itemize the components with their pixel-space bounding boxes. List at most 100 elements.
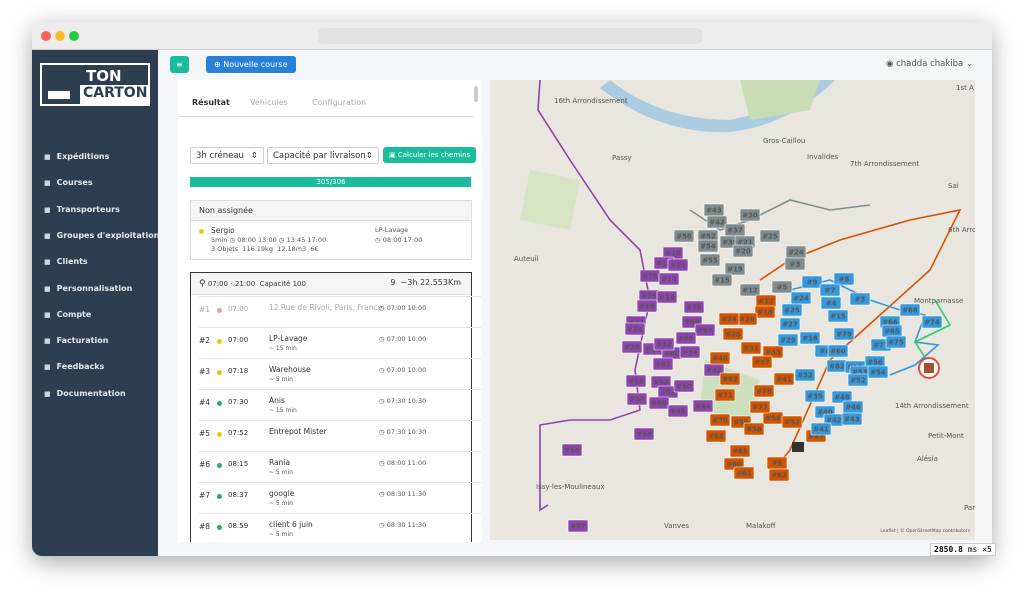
new-course-button[interactable]: ⊕ Nouvelle course xyxy=(206,56,296,73)
map-marker[interactable]: #15 xyxy=(712,274,732,286)
map-marker[interactable]: #17 xyxy=(756,295,776,307)
map-marker[interactable]: #75 xyxy=(886,336,906,348)
menu-item[interactable]: Clients xyxy=(44,257,88,266)
map-marker[interactable]: #67 xyxy=(695,324,715,336)
stop-row[interactable]: #307:18Warehouse~ 5 min07:00 10:00 xyxy=(199,358,481,389)
logo[interactable]: TON CARTON xyxy=(40,63,150,106)
map-marker[interactable]: #32 xyxy=(795,369,815,381)
map-marker[interactable]: #55 xyxy=(626,375,646,387)
map-marker[interactable]: #3 xyxy=(850,293,870,305)
map-marker[interactable]: #37 xyxy=(752,356,772,368)
map-marker[interactable]: #52 xyxy=(848,374,868,386)
map-marker[interactable]: #52 xyxy=(782,416,802,428)
map[interactable]: 1st A16th ArrondissementGros-CaillouPass… xyxy=(490,80,975,540)
map-marker[interactable]: #9 xyxy=(802,276,822,288)
user-menu[interactable]: ◉ chadda chakiba ⌄ xyxy=(886,59,973,69)
map-marker[interactable]: #18 xyxy=(800,332,820,344)
map-marker[interactable]: #70 xyxy=(710,414,730,426)
stop-row[interactable]: #608:15Rania~ 5 min08:00 11:00 xyxy=(199,451,481,482)
map-marker[interactable]: #40 xyxy=(710,352,730,364)
map-marker[interactable]: #24 xyxy=(625,323,645,335)
zoom[interactable] xyxy=(69,31,79,41)
map-marker[interactable]: #12 xyxy=(740,284,760,296)
map-marker[interactable]: #78 xyxy=(754,385,774,397)
map-marker[interactable]: #16 xyxy=(637,300,657,312)
menu-item[interactable]: Expéditions xyxy=(44,152,109,161)
menu-item[interactable]: Groupes d'exploitation xyxy=(44,231,159,240)
map-marker[interactable]: #5 xyxy=(772,281,792,293)
map-marker[interactable]: #68 xyxy=(900,304,920,316)
stop-row[interactable]: #808:59client 6 juin~ 5 min08:30 11:30 xyxy=(199,513,481,542)
map-marker[interactable]: #65 xyxy=(676,332,696,344)
menu-item[interactable]: Courses xyxy=(44,178,93,187)
compute-button[interactable]: ▣ Calculer les chemins xyxy=(383,147,476,163)
capacity-select[interactable]: Capacité par livraison⇕ xyxy=(267,147,379,164)
menu-toggle[interactable]: ≡ xyxy=(170,56,189,73)
map-marker[interactable]: #34 xyxy=(680,346,700,358)
map-marker[interactable]: #57 xyxy=(568,520,588,532)
map-marker[interactable]: #62 xyxy=(769,469,789,481)
menu-item[interactable]: Personnalisation xyxy=(44,284,132,293)
tab[interactable]: Configuration xyxy=(312,98,366,107)
tab[interactable]: Véhicules xyxy=(250,98,288,107)
stop-row[interactable]: #107:0012 Rue de Rivoli, Paris, France07… xyxy=(199,296,481,327)
map-marker[interactable]: #25 xyxy=(723,328,743,340)
map-marker[interactable]: #4 xyxy=(821,297,841,309)
map-marker[interactable]: #77 xyxy=(750,401,770,413)
stop-row[interactable]: #407:30Anis~ 15 min07:30 10:30 xyxy=(199,389,481,420)
map-marker[interactable]: #61 xyxy=(653,358,673,370)
map-marker[interactable]: #60 xyxy=(828,345,848,357)
map-marker[interactable]: #58 xyxy=(674,230,694,242)
minimize[interactable] xyxy=(55,31,65,41)
map-marker[interactable]: #18 xyxy=(755,306,775,318)
map-marker[interactable]: #27 xyxy=(780,318,800,330)
stop-row[interactable]: #207:00LP-Lavage~ 15 min07:00 10:00 xyxy=(199,327,481,358)
map-marker[interactable]: #44 xyxy=(693,400,713,412)
map-marker[interactable]: #56 xyxy=(562,444,582,456)
map-marker[interactable]: #50 xyxy=(674,380,694,392)
map-marker[interactable]: #41 xyxy=(811,423,831,435)
map-marker[interactable]: #31 xyxy=(741,342,761,354)
map-marker[interactable]: #61 xyxy=(734,467,754,479)
map-marker[interactable]: #45 xyxy=(668,405,688,417)
map-marker[interactable]: #7 xyxy=(820,284,840,296)
menu-item[interactable]: Documentation xyxy=(44,389,126,398)
tab[interactable]: Résultat xyxy=(192,98,230,107)
map-marker[interactable]: #25 xyxy=(782,304,802,316)
map-marker[interactable]: #68 xyxy=(706,430,726,442)
map-marker[interactable]: #20 xyxy=(737,313,757,325)
map-marker[interactable]: #43 xyxy=(842,413,862,425)
slot-select[interactable]: 3h créneau⇕ xyxy=(190,147,264,164)
map-marker[interactable]: #59 xyxy=(627,393,647,405)
map-marker[interactable]: #71 xyxy=(715,389,735,401)
map-marker[interactable]: #54 xyxy=(698,240,718,252)
map-marker[interactable]: #25 xyxy=(760,230,780,242)
map-marker[interactable]: #43 xyxy=(704,204,724,216)
map-marker[interactable]: #46 xyxy=(843,401,863,413)
map-marker[interactable]: #37 xyxy=(725,224,745,236)
map-marker[interactable]: #58 xyxy=(634,428,654,440)
map-marker[interactable]: #42 xyxy=(707,216,727,228)
stop-row[interactable]: #708:37google~ 5 min08:30 11:30 xyxy=(199,482,481,513)
map-marker[interactable]: #35 xyxy=(805,390,825,402)
map-marker[interactable]: #74 xyxy=(922,316,942,328)
map-marker[interactable]: #82 xyxy=(720,373,740,385)
map-marker[interactable]: #6 xyxy=(767,457,787,469)
map-marker[interactable]: #55 xyxy=(700,254,720,266)
scrollbar[interactable] xyxy=(474,86,478,102)
map-marker[interactable]: #41 xyxy=(774,373,794,385)
map-marker[interactable]: #76 xyxy=(640,270,660,282)
stop-row[interactable]: #507:52Entrepot Mister07:30 10:30 xyxy=(199,420,481,451)
map-marker[interactable]: #8 xyxy=(834,273,854,285)
menu-item[interactable]: Transporteurs xyxy=(44,205,120,214)
menu-item[interactable]: Facturation xyxy=(44,336,108,345)
map-marker[interactable]: #82 xyxy=(827,360,847,372)
map-marker[interactable]: #24 xyxy=(719,313,739,325)
address-bar[interactable] xyxy=(318,28,702,44)
menu-item[interactable]: Feedbacks xyxy=(44,362,104,371)
map-marker[interactable]: #24 xyxy=(791,292,811,304)
map-marker[interactable]: #13 xyxy=(659,273,679,285)
close[interactable] xyxy=(41,31,51,41)
map-marker[interactable]: #30 xyxy=(740,209,760,221)
map-marker[interactable]: #65 xyxy=(882,325,902,337)
